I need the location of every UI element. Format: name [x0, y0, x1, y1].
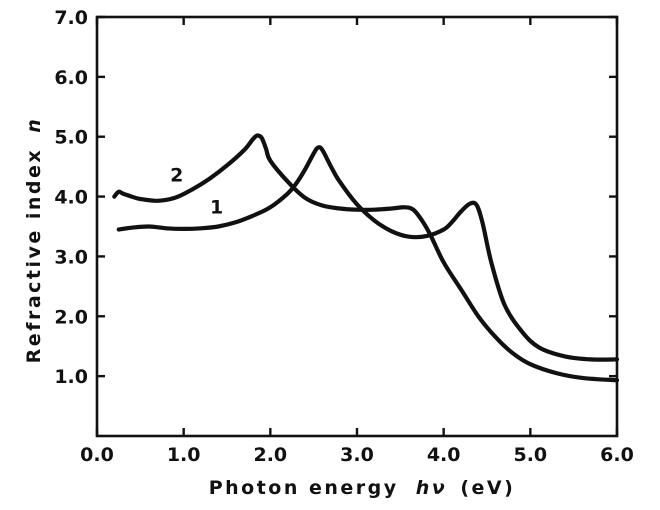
- series-annotations: 12: [170, 165, 223, 219]
- series-label-2: 2: [170, 165, 183, 187]
- y-tick-label: 4.0: [54, 187, 88, 209]
- y-axis-label-text: Refractive index: [23, 148, 45, 364]
- series-label-1: 1: [210, 196, 223, 218]
- series-line-2: [112, 133, 620, 383]
- x-tick-label: 0.0: [80, 444, 114, 466]
- y-tick-label: 1.0: [54, 366, 88, 388]
- y-tick-label: 2.0: [54, 306, 88, 328]
- y-axis-label-symbol: n: [23, 117, 45, 133]
- x-axis-label-symbol: hν: [416, 477, 447, 499]
- x-axis-label-text: Photon energy: [209, 477, 399, 499]
- x-tick-label: 4.0: [427, 444, 461, 466]
- y-tick-label: 5.0: [54, 127, 88, 149]
- x-tick-label: 2.0: [253, 444, 287, 466]
- x-axis-label-unit: (eV): [460, 477, 515, 499]
- x-tick-label: 3.0: [340, 444, 374, 466]
- y-tick-label: 7.0: [54, 7, 88, 29]
- y-tick-label: 3.0: [54, 246, 88, 268]
- x-tick-label: 1.0: [167, 444, 201, 466]
- series-line-1: [116, 145, 620, 362]
- plot-frame: [95, 15, 619, 438]
- curves: [112, 133, 620, 383]
- y-axis-ticks: 1.0 2.0 3.0 4.0 5.0 6.0 7.0: [54, 7, 617, 388]
- x-tick-label: 6.0: [600, 444, 634, 466]
- y-tick-label: 6.0: [54, 67, 88, 89]
- x-axis-label: Photon energy hν (eV): [209, 477, 516, 499]
- x-axis-ticks: 0.0 1.0 2.0 3.0 4.0 5.0 6.0: [80, 17, 634, 466]
- y-axis-label: Refractive index n: [23, 117, 45, 364]
- x-tick-label: 5.0: [513, 444, 547, 466]
